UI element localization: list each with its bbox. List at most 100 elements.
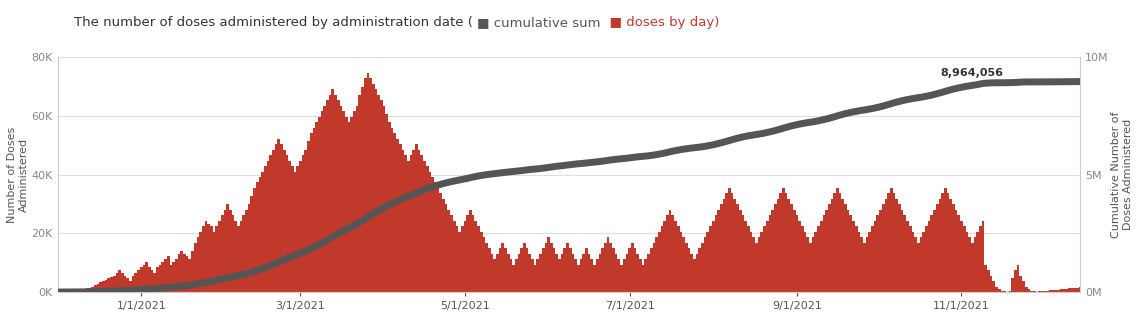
Bar <box>836 188 839 292</box>
Bar <box>806 237 809 292</box>
Bar <box>223 210 226 292</box>
Bar <box>604 243 606 292</box>
Bar <box>642 265 644 292</box>
Bar <box>1066 289 1068 292</box>
Bar <box>790 204 792 292</box>
Bar <box>736 204 739 292</box>
Bar <box>610 243 612 292</box>
Bar <box>518 254 520 292</box>
Bar <box>164 259 166 292</box>
Bar <box>375 89 377 292</box>
Bar <box>658 232 660 292</box>
Bar <box>1041 291 1044 292</box>
Bar <box>135 273 137 292</box>
Bar <box>105 280 107 292</box>
Bar <box>968 237 971 292</box>
Bar <box>515 259 518 292</box>
Bar <box>196 237 200 292</box>
Bar <box>828 204 831 292</box>
Bar <box>332 89 334 292</box>
Bar <box>715 215 717 292</box>
Bar <box>469 210 472 292</box>
Bar <box>456 226 458 292</box>
Bar <box>952 204 954 292</box>
Bar <box>912 232 914 292</box>
Bar <box>687 248 691 292</box>
Text: ■ cumulative sum: ■ cumulative sum <box>478 16 601 29</box>
Bar <box>239 221 243 292</box>
Bar <box>409 155 413 292</box>
Bar <box>1047 291 1049 292</box>
Bar <box>887 193 890 292</box>
Bar <box>1049 290 1052 292</box>
Bar <box>350 117 353 292</box>
Bar <box>555 254 559 292</box>
Bar <box>1017 265 1019 292</box>
Bar <box>442 199 445 292</box>
Bar <box>267 161 269 292</box>
Bar <box>559 259 561 292</box>
Bar <box>634 248 636 292</box>
Bar <box>170 265 172 292</box>
Bar <box>801 226 804 292</box>
Bar <box>593 265 596 292</box>
Bar <box>893 193 895 292</box>
Bar <box>534 265 537 292</box>
Bar <box>154 273 156 292</box>
Bar <box>663 221 666 292</box>
Bar <box>711 221 715 292</box>
Bar <box>817 226 820 292</box>
Bar <box>707 232 709 292</box>
Bar <box>464 221 466 292</box>
Bar <box>334 95 336 292</box>
Bar <box>200 232 202 292</box>
Bar <box>938 199 942 292</box>
Bar <box>942 193 944 292</box>
Bar <box>103 281 105 292</box>
Bar <box>567 243 569 292</box>
Bar <box>291 166 294 292</box>
Bar <box>162 262 164 292</box>
Bar <box>954 210 958 292</box>
Bar <box>310 133 312 292</box>
Bar <box>720 204 723 292</box>
Bar <box>210 226 213 292</box>
Bar <box>839 193 841 292</box>
Bar <box>145 262 148 292</box>
Bar <box>174 259 178 292</box>
Bar <box>709 226 711 292</box>
Bar <box>630 243 634 292</box>
Bar <box>434 183 437 292</box>
Bar <box>83 289 86 292</box>
Bar <box>693 259 695 292</box>
Bar <box>703 237 707 292</box>
Bar <box>614 254 618 292</box>
Bar <box>571 254 575 292</box>
Bar <box>253 188 255 292</box>
Bar <box>526 248 529 292</box>
Bar <box>656 237 658 292</box>
Bar <box>796 215 798 292</box>
Bar <box>494 259 496 292</box>
Bar <box>393 133 397 292</box>
Bar <box>388 122 391 292</box>
Bar <box>831 199 833 292</box>
Bar <box>299 161 302 292</box>
Bar <box>652 243 655 292</box>
Bar <box>857 232 861 292</box>
Bar <box>93 285 97 292</box>
Bar <box>612 248 614 292</box>
Bar <box>326 100 328 292</box>
Bar <box>261 171 264 292</box>
Bar <box>486 243 488 292</box>
Bar <box>288 161 291 292</box>
Bar <box>731 193 733 292</box>
Bar <box>123 276 127 292</box>
Bar <box>871 226 873 292</box>
Bar <box>255 183 259 292</box>
Bar <box>184 254 186 292</box>
Bar <box>318 117 320 292</box>
Bar <box>841 199 844 292</box>
Bar <box>758 237 760 292</box>
Bar <box>993 281 995 292</box>
